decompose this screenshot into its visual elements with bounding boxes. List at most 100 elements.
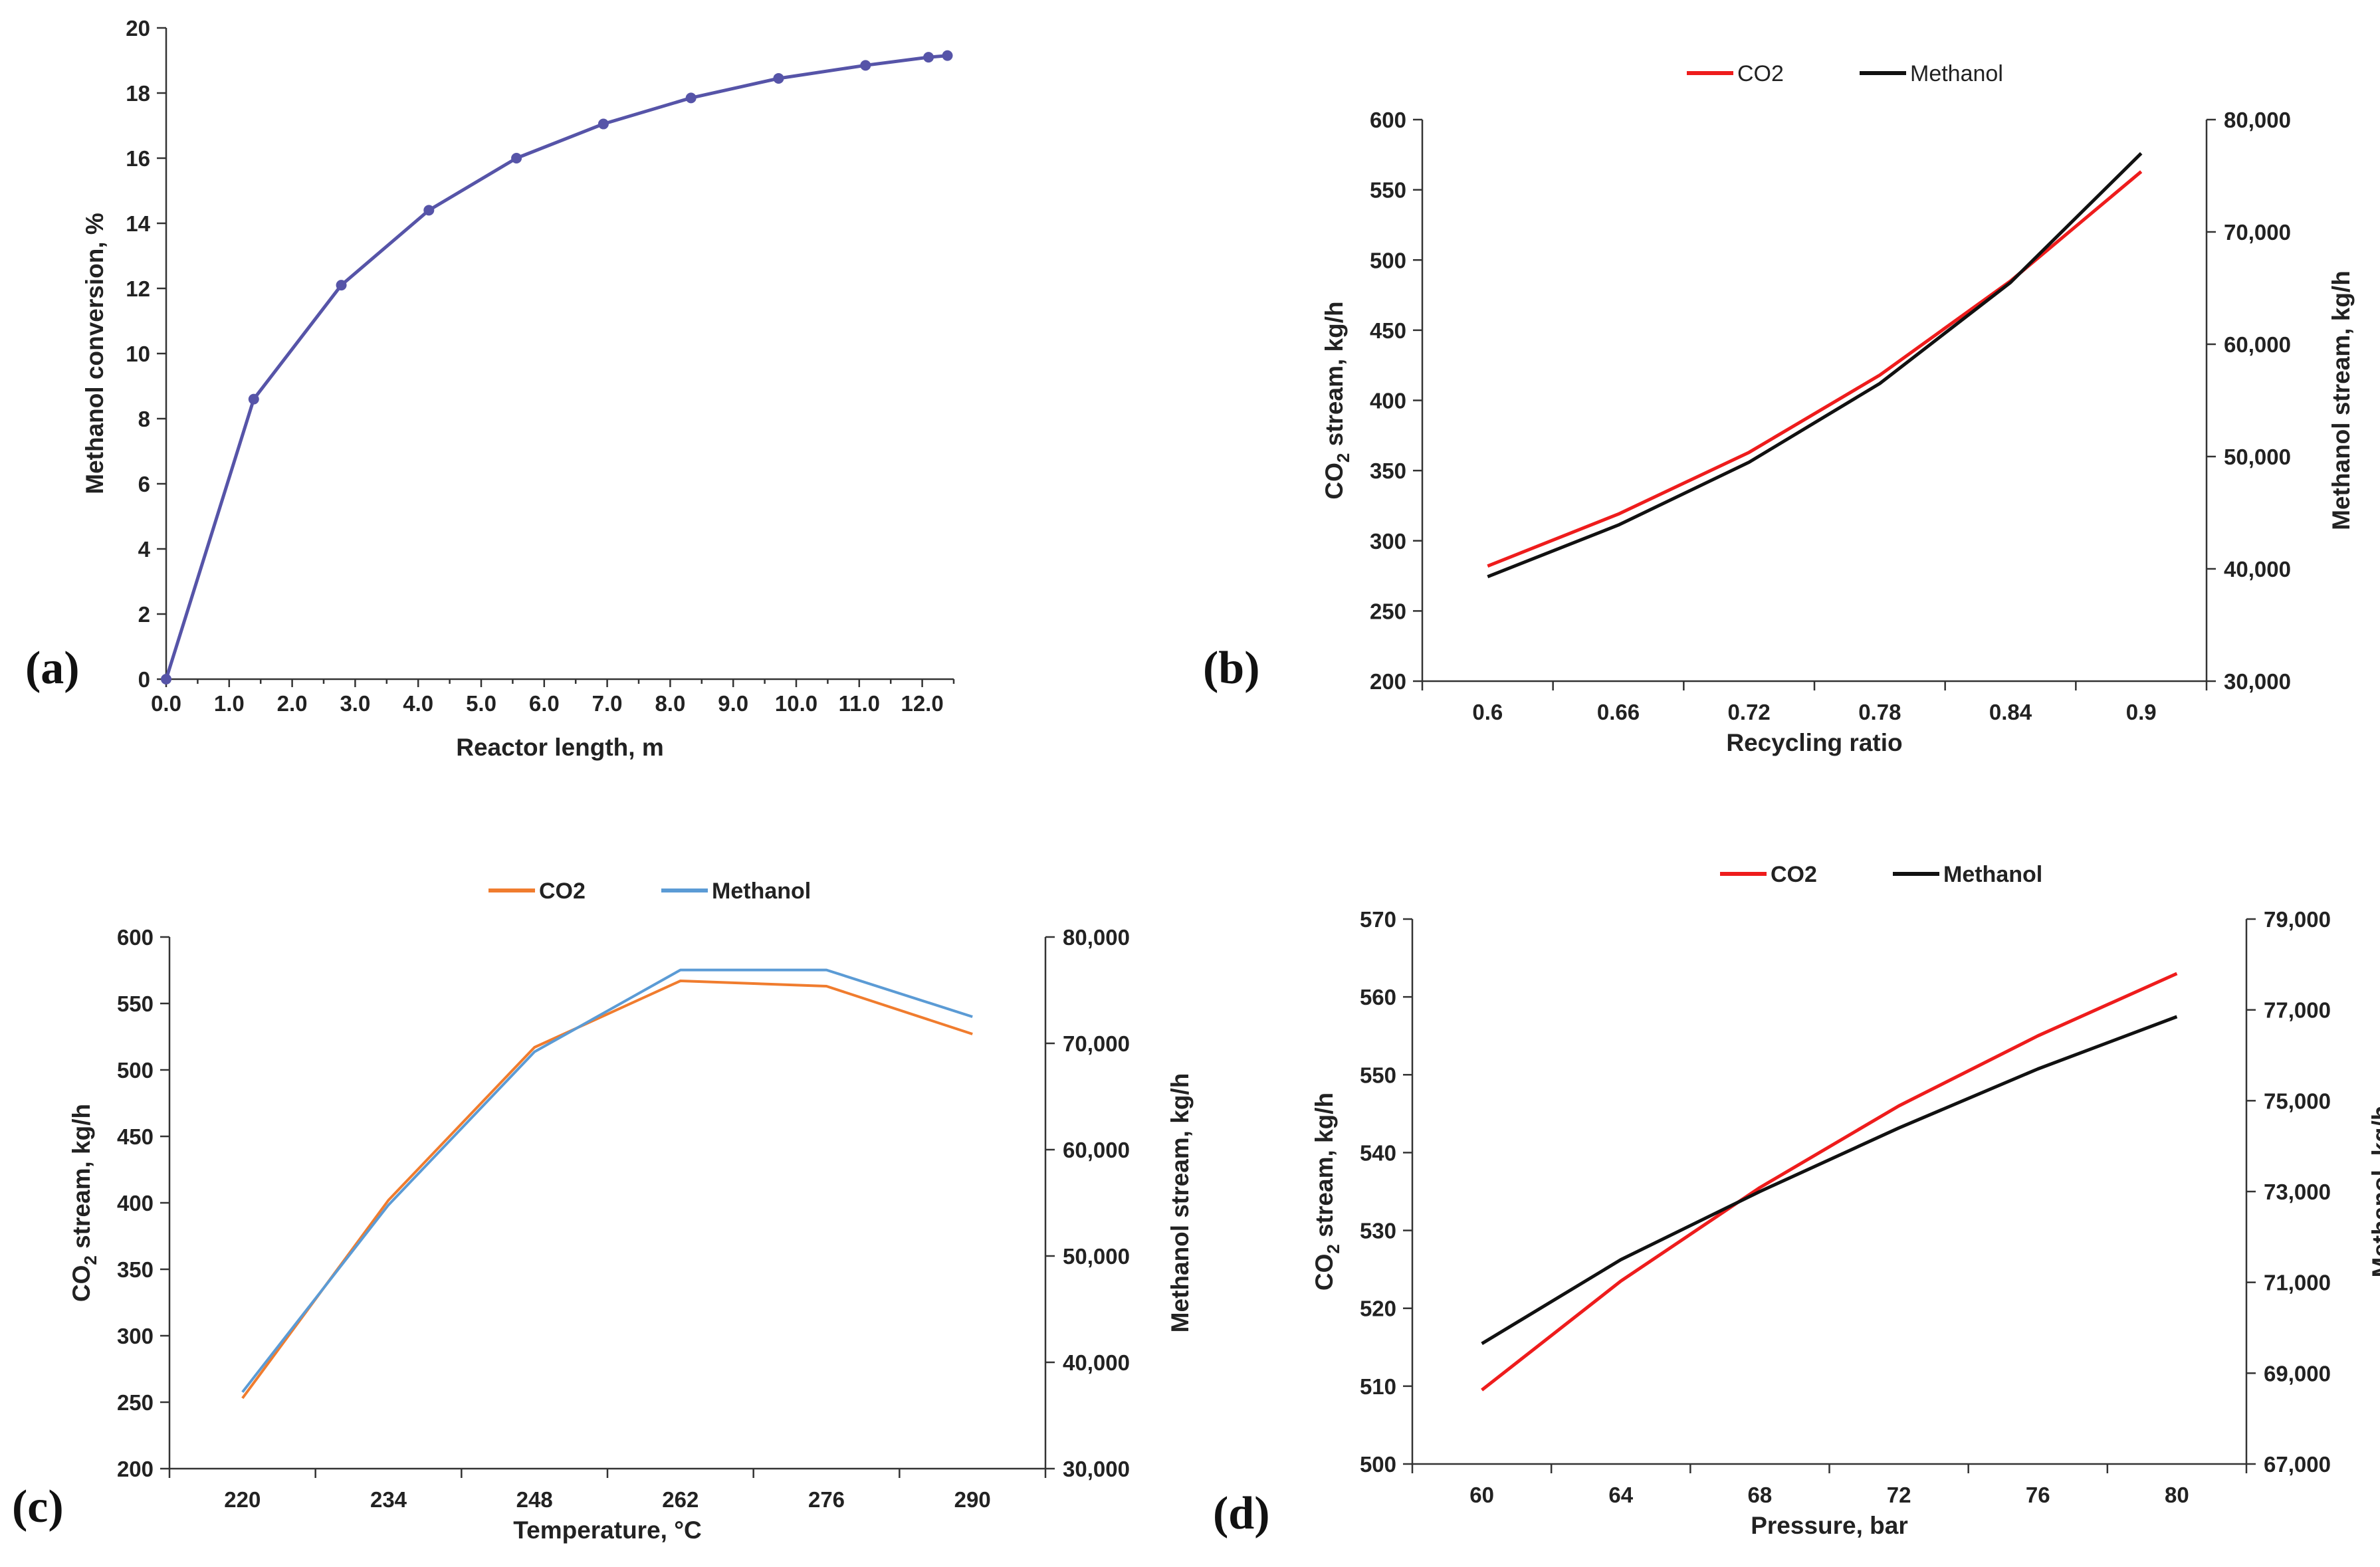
x-tick-label: 11.0 [839,691,880,716]
y2-tick-label: 77,000 [2264,998,2331,1023]
data-point [597,118,609,130]
y-axis-title-part: CO [68,1265,95,1303]
data-point [773,72,784,84]
y-axis-title-left: CO2 stream, kg/h [68,1104,100,1302]
y-axis-title: Methanol conversion, % [81,213,108,494]
legend-label: CO2 [1771,862,1817,887]
y-tick-label: 600 [117,925,154,950]
y2-tick-label: 67,000 [2264,1452,2331,1477]
y-axis-title-subscript: 2 [80,1255,100,1265]
legend: CO2 Methanol [1720,862,2042,887]
y2-tick-label: 80,000 [2224,108,2291,132]
series-line-methanol [1481,1015,2178,1346]
series-line-methanol [241,968,973,1394]
x-tick-label: 234 [370,1487,407,1512]
y-tick-label: 540 [1360,1140,1396,1165]
y-tick-label: 200 [117,1457,154,1481]
x-axis-title: Reactor length, m [456,734,664,761]
x-tick-label: 76 [2026,1483,2050,1507]
y2-tick-label: 50,000 [2224,445,2291,469]
x-tick-label: 4.0 [403,691,433,716]
y-tick-label: 16 [126,146,150,171]
legend-label: CO2 [539,879,586,904]
y-axis-title-left: CO2 stream, kg/h [1311,1093,1343,1291]
legend-label: Methanol [712,879,811,904]
y-axis-title-part: CO [1321,463,1348,500]
x-tick-label: 262 [662,1487,699,1512]
data-point [511,153,522,163]
x-tick-label: 0.72 [1728,700,1771,724]
x-tick-label: 8.0 [655,691,685,716]
y-tick-label: 18 [126,81,150,106]
y2-tick-label: 50,000 [1063,1244,1130,1269]
y-tick-label: 510 [1360,1374,1396,1399]
x-tick-label: 68 [1748,1483,1773,1507]
y-tick-label: 12 [126,276,150,301]
y-tick-label: 8 [138,407,150,431]
x-tick-label: 0.66 [1597,700,1640,724]
y2-tick-label: 79,000 [2264,907,2331,932]
x-tick-label: 0.6 [1472,700,1503,724]
x-tick-label: 290 [954,1487,991,1512]
y-tick-label: 250 [1370,599,1406,623]
data-point [942,50,953,61]
y-axis-title-right: Methanol, kg/h [2367,1106,2380,1278]
y-tick-label: 550 [1370,178,1406,203]
y2-tick-label: 60,000 [2224,332,2291,357]
y-tick-label: 500 [117,1058,154,1083]
y-tick-label: 0 [138,667,150,692]
y-axis-title-part: CO [1311,1254,1338,1291]
legend-label: CO2 [1737,61,1784,86]
y-tick-label: 530 [1360,1219,1396,1243]
data-point [923,52,934,63]
y2-tick-label: 70,000 [2224,220,2291,245]
x-tick-label: 80 [2165,1483,2189,1507]
x-tick-label: 9.0 [718,691,748,716]
y-tick-label: 300 [117,1324,154,1348]
y-tick-label: 570 [1360,907,1396,932]
x-axis-title: Pressure, bar [1751,1512,1908,1539]
y-tick-label: 200 [1370,669,1406,694]
x-tick-label: 220 [224,1487,261,1512]
x-axis-title: Temperature, °C [513,1516,701,1544]
y2-tick-label: 75,000 [2264,1089,2331,1113]
y2-tick-label: 40,000 [2224,557,2291,581]
x-tick-label: 6.0 [529,691,560,716]
y-tick-label: 400 [117,1191,154,1215]
x-tick-label: 0.84 [1989,700,2032,724]
x-tick-label: 2.0 [277,691,308,716]
y-tick-label: 350 [1370,459,1406,483]
y2-tick-label: 60,000 [1063,1138,1130,1162]
x-tick-label: 64 [1608,1483,1633,1507]
y-tick-label: 400 [1370,389,1406,413]
y-tick-label: 550 [1360,1063,1396,1087]
x-tick-label: 10.0 [775,691,817,716]
legend-label: Methanol [1910,61,2003,86]
y-tick-label: 20 [126,16,150,41]
data-point [161,674,171,684]
y-axis-title-part: stream, kg/h [1311,1093,1338,1244]
legend: CO2 Methanol [1687,61,2003,86]
x-tick-label: 5.0 [466,691,496,716]
series-line-co2 [1487,170,2143,568]
x-tick-label: 3.0 [340,691,370,716]
series-line-methanol-conversion [164,54,948,680]
data-point [423,205,435,216]
y-tick-label: 6 [138,472,150,496]
panel-label: (a) [25,643,80,694]
y-axis-title-right: Methanol stream, kg/h [2327,270,2355,530]
y-tick-label: 450 [117,1124,154,1149]
data-point [860,60,871,71]
series-line-co2 [241,980,973,1400]
x-tick-label: 0.0 [151,691,181,716]
y2-tick-label: 80,000 [1063,925,1130,950]
y-axis-title-part: stream, kg/h [1321,301,1348,453]
legend-label: Methanol [1943,862,2042,887]
x-tick-label: 60 [1469,1483,1494,1507]
y-tick-label: 2 [138,602,150,627]
x-tick-label: 12.0 [901,691,943,716]
y-tick-label: 500 [1360,1452,1396,1477]
chart-panel-4: (d) 500 510 520 530 540 550 560 570 60 64 68 72 76 80 6… [1213,862,2380,1539]
panel-label: (c) [12,1481,64,1532]
y-tick-label: 500 [1370,248,1406,272]
